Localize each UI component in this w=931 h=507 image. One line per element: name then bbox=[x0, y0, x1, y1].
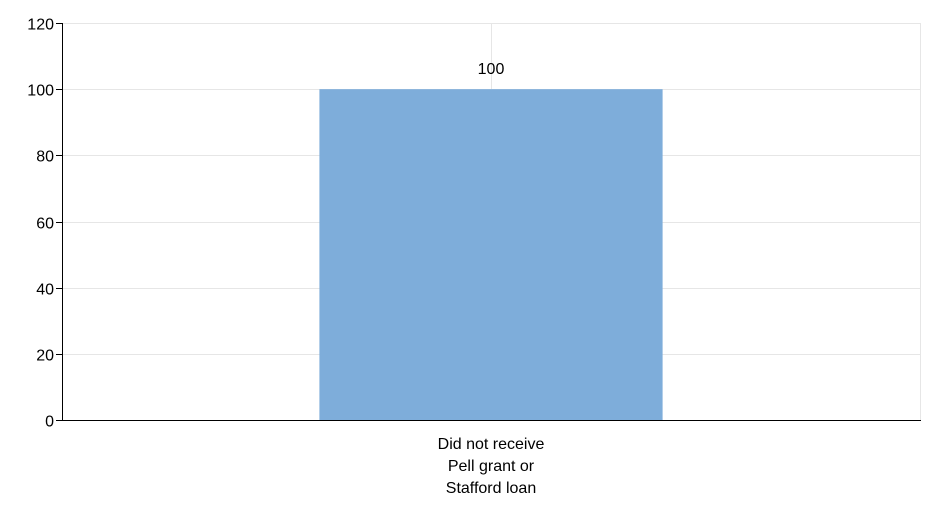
bars bbox=[319, 89, 663, 421]
y-tick-label: 80 bbox=[36, 149, 54, 166]
y-tick-label: 120 bbox=[27, 17, 54, 34]
x-category-label: Stafford loan bbox=[446, 480, 536, 497]
y-tick-label: 20 bbox=[36, 348, 54, 365]
data-labels: 100 bbox=[478, 61, 505, 78]
x-category-label: Did not receive bbox=[438, 436, 545, 453]
y-tick-label: 60 bbox=[36, 216, 54, 233]
y-tick-label: 40 bbox=[36, 282, 54, 299]
x-category-label: Pell grant or bbox=[448, 458, 535, 475]
bar bbox=[319, 89, 663, 421]
axes bbox=[56, 23, 921, 421]
y-tick-label: 0 bbox=[45, 414, 54, 431]
y-tick-label: 100 bbox=[27, 83, 54, 100]
category-labels: Did not receive Pell grant or Stafford loa… bbox=[438, 436, 545, 497]
y-tick-labels: 0 20 40 60 80 100 120 bbox=[27, 17, 54, 431]
data-label: 100 bbox=[478, 61, 505, 78]
